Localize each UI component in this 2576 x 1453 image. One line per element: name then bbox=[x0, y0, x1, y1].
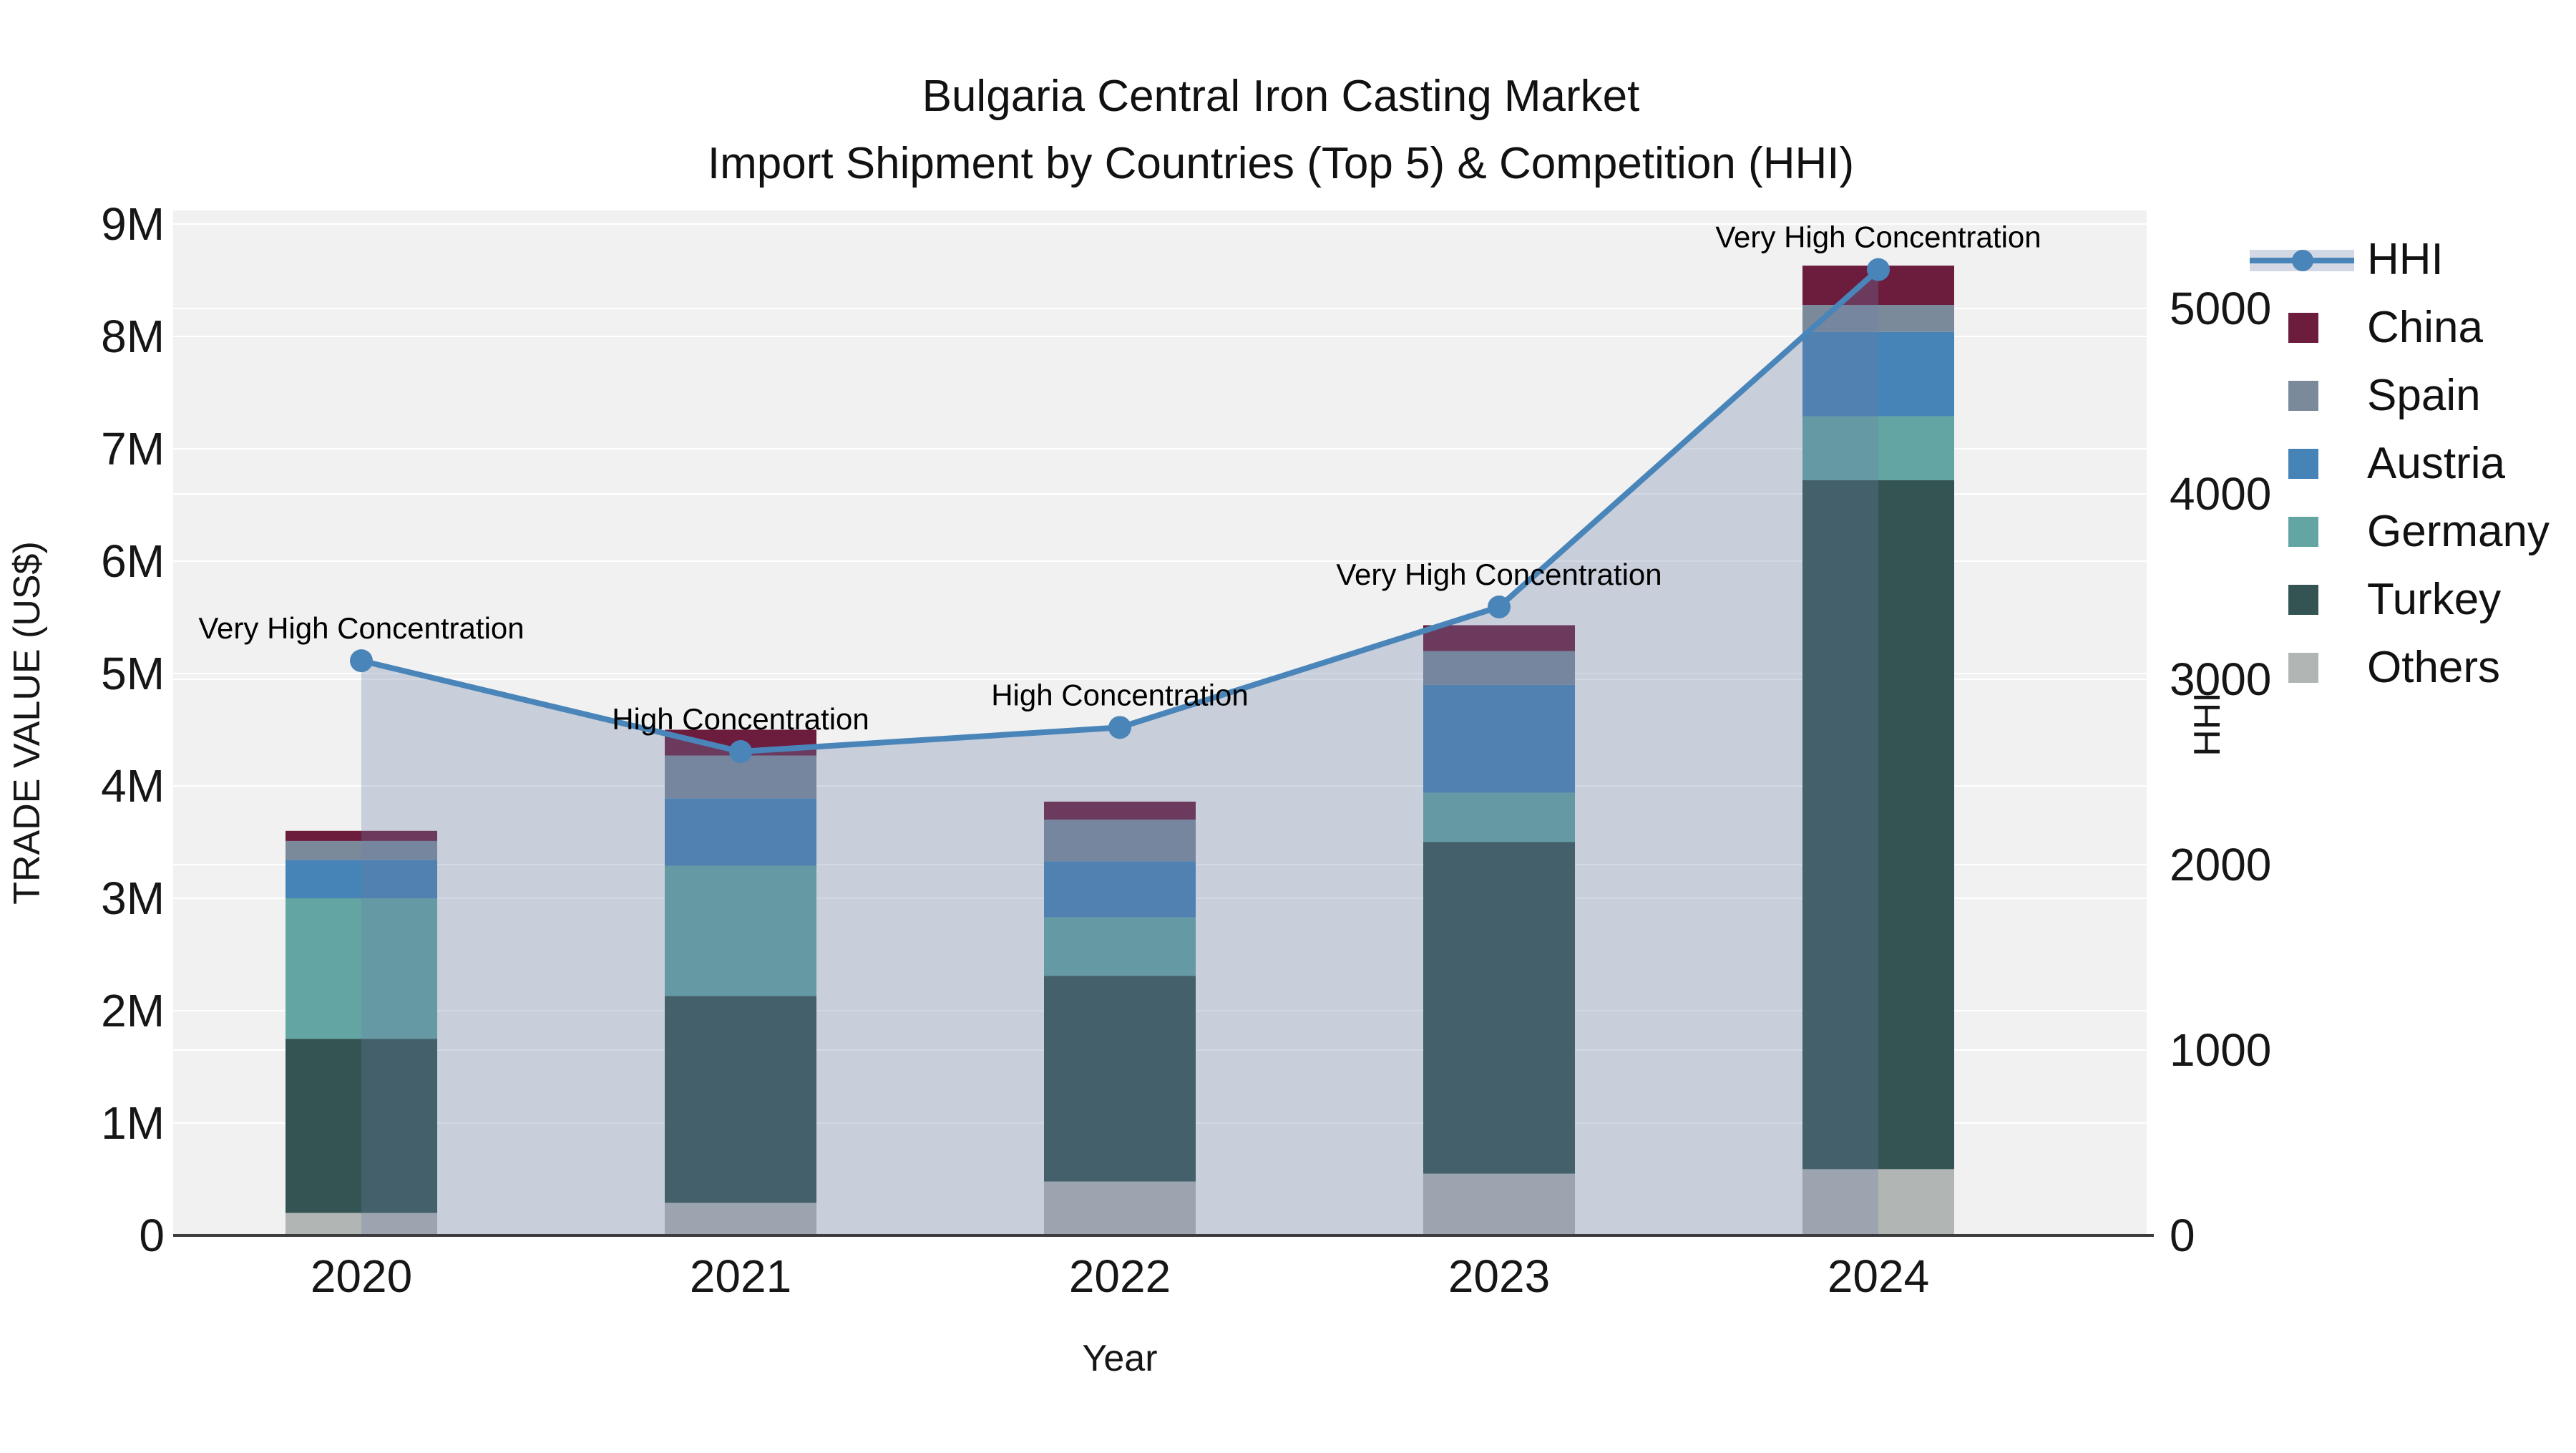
bar-2020-austria[interactable] bbox=[286, 860, 437, 898]
legend-item-others[interactable]: Others bbox=[2247, 633, 2576, 701]
legend-label-china: China bbox=[2367, 303, 2483, 352]
x-tick-2023: 2023 bbox=[1448, 1250, 1550, 1302]
bar-2023-spain[interactable] bbox=[1423, 651, 1575, 685]
legend-label-germany: Germany bbox=[2367, 507, 2550, 556]
bar-2023-austria[interactable] bbox=[1423, 684, 1575, 793]
bar-2021-turkey[interactable] bbox=[665, 996, 816, 1203]
bar-2023-china[interactable] bbox=[1423, 625, 1575, 651]
bar-2020-spain[interactable] bbox=[286, 840, 437, 860]
hhi-area bbox=[361, 269, 1878, 1235]
legend-item-germany[interactable]: Germany bbox=[2247, 497, 2576, 565]
y-right-tick-5000: 5000 bbox=[2170, 283, 2271, 334]
germany-color-swatch bbox=[2288, 516, 2318, 547]
hhi-marker-2020[interactable] bbox=[350, 649, 373, 673]
bar-2024-austria[interactable] bbox=[1802, 331, 1954, 417]
hhi-marker-2021[interactable] bbox=[729, 740, 752, 764]
legend: HHI China Spain Austria Germany Turkey Others bbox=[2247, 225, 2576, 701]
annotation-2022: High Concentration bbox=[991, 678, 1249, 711]
china-swatch-icon bbox=[2247, 311, 2354, 345]
y-right-tick-3000: 3000 bbox=[2170, 653, 2271, 705]
y-right-axis-title: HHI bbox=[2187, 692, 2228, 757]
turkey-color-swatch bbox=[2288, 584, 2318, 615]
germany-swatch-icon bbox=[2247, 515, 2354, 549]
legend-item-austria[interactable]: Austria bbox=[2247, 429, 2576, 497]
y-left-tick-3M: 3M bbox=[101, 873, 165, 924]
austria-swatch-icon bbox=[2247, 447, 2354, 481]
hhi-marker-2022[interactable] bbox=[1108, 716, 1131, 739]
bar-2020-turkey[interactable] bbox=[286, 1039, 437, 1213]
bar-2020-others[interactable] bbox=[286, 1213, 437, 1235]
y-right-tick-1000: 1000 bbox=[2170, 1024, 2271, 1076]
y-right-tick-2000: 2000 bbox=[2170, 839, 2271, 890]
legend-label-hhi: HHI bbox=[2367, 235, 2444, 284]
x-tick-2021: 2021 bbox=[690, 1250, 791, 1302]
hhi-marker-2023[interactable] bbox=[1488, 595, 1511, 618]
y-left-tick-7M: 7M bbox=[101, 423, 165, 475]
bar-2023-turkey[interactable] bbox=[1423, 842, 1575, 1174]
annotation-2023: Very High Concentration bbox=[1336, 558, 1662, 591]
austria-color-swatch bbox=[2288, 448, 2318, 479]
y-left-tick-5M: 5M bbox=[101, 648, 165, 699]
bar-2021-others[interactable] bbox=[665, 1202, 816, 1235]
china-color-swatch bbox=[2288, 312, 2318, 343]
legend-label-austria: Austria bbox=[2367, 439, 2505, 488]
bar-2024-germany[interactable] bbox=[1802, 416, 1954, 480]
x-tick-2022: 2022 bbox=[1069, 1250, 1171, 1302]
bar-2024-others[interactable] bbox=[1802, 1169, 1954, 1235]
legend-item-turkey[interactable]: Turkey bbox=[2247, 565, 2576, 633]
bar-2022-spain[interactable] bbox=[1044, 820, 1196, 862]
legend-item-china[interactable]: China bbox=[2247, 293, 2576, 361]
bar-2023-others[interactable] bbox=[1423, 1173, 1575, 1235]
hhi-line-icon bbox=[2247, 243, 2354, 277]
y-left-tick-9M: 9M bbox=[101, 198, 165, 250]
annotation-2020: Very High Concentration bbox=[198, 611, 524, 645]
annotation-2024: Very High Concentration bbox=[1715, 220, 2041, 254]
y-left-tick-2M: 2M bbox=[101, 985, 165, 1036]
bar-2022-turkey[interactable] bbox=[1044, 976, 1196, 1182]
spain-color-swatch bbox=[2288, 380, 2318, 411]
chart-title-line2: Import Shipment by Countries (Top 5) & C… bbox=[707, 139, 1855, 188]
hhi-marker-2024[interactable] bbox=[1867, 258, 1890, 281]
y-right-tick-0: 0 bbox=[2170, 1210, 2195, 1261]
x-tick-2020: 2020 bbox=[311, 1250, 412, 1302]
bar-2022-germany[interactable] bbox=[1044, 917, 1196, 976]
legend-item-hhi[interactable]: HHI bbox=[2247, 225, 2576, 293]
x-axis-line bbox=[173, 1234, 2154, 1237]
others-color-swatch bbox=[2288, 652, 2318, 683]
spain-swatch-icon bbox=[2247, 379, 2354, 413]
y-left-tick-1M: 1M bbox=[101, 1097, 165, 1149]
annotation-2021: High Concentration bbox=[612, 702, 869, 736]
y-left-tick-6M: 6M bbox=[101, 535, 165, 587]
legend-label-turkey: Turkey bbox=[2367, 575, 2502, 624]
bar-2020-china[interactable] bbox=[286, 830, 437, 841]
chart-title-line1: Bulgaria Central Iron Casting Market bbox=[922, 72, 1640, 121]
legend-item-spain[interactable]: Spain bbox=[2247, 361, 2576, 429]
y-left-tick-0: 0 bbox=[139, 1210, 165, 1261]
y-left-tick-4M: 4M bbox=[101, 760, 165, 812]
x-tick-2024: 2024 bbox=[1828, 1250, 1929, 1302]
bar-2022-others[interactable] bbox=[1044, 1181, 1196, 1235]
bar-2022-austria[interactable] bbox=[1044, 861, 1196, 918]
legend-label-spain: Spain bbox=[2367, 371, 2481, 420]
hhi-marker-swatch bbox=[2292, 249, 2313, 271]
chart-title: Bulgaria Central Iron Casting Market Imp… bbox=[708, 63, 1854, 198]
x-axis-title: Year bbox=[1082, 1338, 1158, 1379]
bar-2021-austria[interactable] bbox=[665, 798, 816, 866]
legend-label-others: Others bbox=[2367, 643, 2501, 692]
bar-2024-turkey[interactable] bbox=[1802, 480, 1954, 1170]
y-left-axis-title: TRADE VALUE (US$) bbox=[6, 541, 48, 905]
y-left-tick-8M: 8M bbox=[101, 311, 165, 362]
bar-2020-germany[interactable] bbox=[286, 898, 437, 1039]
bar-2021-germany[interactable] bbox=[665, 865, 816, 996]
bar-2022-china[interactable] bbox=[1044, 801, 1196, 820]
y-right-tick-4000: 4000 bbox=[2170, 468, 2271, 520]
bar-2023-germany[interactable] bbox=[1423, 792, 1575, 842]
bar-2024-spain[interactable] bbox=[1802, 305, 1954, 332]
others-swatch-icon bbox=[2247, 651, 2354, 685]
turkey-swatch-icon bbox=[2247, 583, 2354, 617]
